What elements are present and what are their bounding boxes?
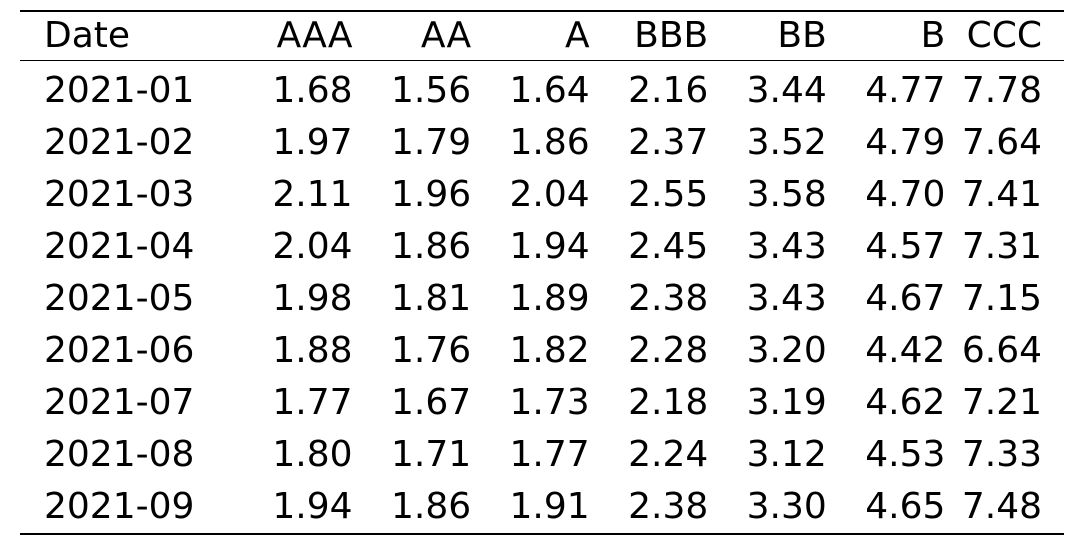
cell-date: 2021-08: [44, 434, 195, 475]
cell-bbb: 2.16: [628, 70, 709, 111]
cell-aaa: 2.04: [272, 226, 353, 267]
cell-aaa: 1.98: [272, 278, 353, 319]
cell-bbb: 2.18: [628, 382, 709, 423]
data-table-container: Date AAA AA A BBB BB B CCC 2021-01 1.68 1.…: [20, 10, 1064, 535]
cell-date: 2021-05: [44, 278, 195, 319]
cell-a: 1.82: [509, 330, 590, 371]
cell-date: 2021-06: [44, 330, 195, 371]
column-header-date: Date: [44, 15, 131, 56]
table-row: 2021-07 1.77 1.67 1.73 2.18 3.19 4.62 7.21: [20, 377, 1064, 429]
table-row: 2021-08 1.80 1.71 1.77 2.24 3.12 4.53 7.33: [20, 429, 1064, 481]
cell-aa: 1.56: [390, 70, 472, 111]
cell-aa: 1.86: [390, 226, 472, 267]
cell-aaa: 1.80: [272, 434, 353, 475]
cell-bbb: 2.28: [628, 330, 709, 371]
cell-ccc: 6.64: [961, 330, 1042, 371]
cell-date: 2021-02: [44, 122, 195, 163]
cell-aaa: 1.94: [272, 486, 353, 527]
cell-ccc: 7.64: [961, 122, 1042, 163]
cell-ccc: 7.21: [961, 382, 1042, 423]
cell-aa: 1.76: [390, 330, 472, 371]
cell-aa: 1.86: [390, 486, 472, 527]
cell-bb: 3.52: [746, 122, 827, 163]
cell-a: 1.73: [509, 382, 590, 423]
cell-a: 1.94: [509, 226, 590, 267]
cell-bbb: 2.38: [628, 486, 709, 527]
column-header-bbb: BBB: [634, 15, 709, 56]
cell-b: 4.67: [865, 278, 946, 319]
cell-aaa: 1.97: [272, 122, 353, 163]
table-row: 2021-02 1.97 1.79 1.86 2.37 3.52 4.79 7.64: [20, 117, 1064, 169]
cell-ccc: 7.48: [961, 486, 1042, 527]
cell-b: 4.65: [865, 486, 946, 527]
cell-a: 2.04: [509, 174, 590, 215]
column-header-aaa: AAA: [276, 15, 353, 56]
cell-aaa: 2.11: [272, 174, 353, 215]
cell-b: 4.53: [865, 434, 946, 475]
cell-aaa: 1.88: [272, 330, 353, 371]
cell-ccc: 7.78: [961, 70, 1042, 111]
table-row: 2021-09 1.94 1.86 1.91 2.38 3.30 4.65 7.48: [20, 481, 1064, 534]
table-row: 2021-03 2.11 1.96 2.04 2.55 3.58 4.70 7.41: [20, 169, 1064, 221]
table-row: 2021-05 1.98 1.81 1.89 2.38 3.43 4.67 7.15: [20, 273, 1064, 325]
table-body: 2021-01 1.68 1.56 1.64 2.16 3.44 4.77 7.78 2021-…: [20, 61, 1064, 534]
cell-ccc: 7.15: [961, 278, 1042, 319]
cell-a: 1.89: [509, 278, 590, 319]
cell-aa: 1.96: [390, 174, 472, 215]
cell-aa: 1.71: [390, 434, 472, 475]
cell-aa: 1.79: [390, 122, 472, 163]
cell-bbb: 2.37: [628, 122, 709, 163]
table-row: 2021-04 2.04 1.86 1.94 2.45 3.43 4.57 7.31: [20, 221, 1064, 273]
cell-bbb: 2.24: [628, 434, 709, 475]
cell-ccc: 7.33: [961, 434, 1042, 475]
cell-date: 2021-04: [44, 226, 195, 267]
cell-bbb: 2.38: [628, 278, 709, 319]
column-header-a: A: [565, 15, 590, 56]
cell-date: 2021-01: [44, 70, 195, 111]
cell-date: 2021-07: [44, 382, 195, 423]
cell-b: 4.42: [865, 330, 946, 371]
column-header-aa: AA: [420, 15, 472, 56]
cell-bb: 3.43: [746, 278, 827, 319]
cell-bb: 3.20: [746, 330, 827, 371]
cell-aaa: 1.68: [272, 70, 353, 111]
cell-b: 4.57: [865, 226, 946, 267]
header-row: Date AAA AA A BBB BB B CCC: [20, 11, 1064, 61]
cell-bb: 3.58: [746, 174, 827, 215]
cell-bb: 3.19: [746, 382, 827, 423]
cell-bb: 3.12: [746, 434, 827, 475]
cell-ccc: 7.41: [961, 174, 1042, 215]
cell-ccc: 7.31: [961, 226, 1042, 267]
rates-table: Date AAA AA A BBB BB B CCC 2021-01 1.68 1.…: [20, 10, 1064, 535]
cell-bb: 3.43: [746, 226, 827, 267]
cell-aa: 1.67: [390, 382, 472, 423]
table-header: Date AAA AA A BBB BB B CCC: [20, 11, 1064, 61]
column-header-ccc: CCC: [966, 15, 1042, 56]
cell-bb: 3.30: [746, 486, 827, 527]
cell-bb: 3.44: [746, 70, 827, 111]
cell-b: 4.62: [865, 382, 946, 423]
cell-date: 2021-03: [44, 174, 195, 215]
table-row: 2021-01 1.68 1.56 1.64 2.16 3.44 4.77 7.78: [20, 61, 1064, 118]
cell-a: 1.86: [509, 122, 590, 163]
cell-a: 1.77: [509, 434, 590, 475]
table-row: 2021-06 1.88 1.76 1.82 2.28 3.20 4.42 6.64: [20, 325, 1064, 377]
cell-b: 4.77: [865, 70, 946, 111]
cell-b: 4.79: [865, 122, 946, 163]
cell-b: 4.70: [865, 174, 946, 215]
column-header-b: B: [920, 15, 946, 56]
cell-date: 2021-09: [44, 486, 195, 527]
cell-bbb: 2.45: [628, 226, 709, 267]
column-header-bb: BB: [777, 15, 827, 56]
cell-aaa: 1.77: [272, 382, 353, 423]
cell-aa: 1.81: [390, 278, 472, 319]
cell-a: 1.64: [509, 70, 590, 111]
cell-a: 1.91: [509, 486, 590, 527]
cell-bbb: 2.55: [628, 174, 709, 215]
